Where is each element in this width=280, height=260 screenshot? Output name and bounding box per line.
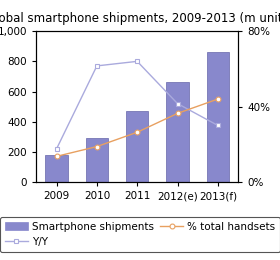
Text: Global smartphone shipments, 2009-2013 (m units): Global smartphone shipments, 2009-2013 (… — [0, 12, 280, 25]
Bar — [166, 82, 189, 182]
Bar — [86, 138, 108, 182]
Legend: Smartphone shipments, Y/Y, % total handsets: Smartphone shipments, Y/Y, % total hands… — [0, 217, 280, 252]
Bar — [126, 111, 148, 182]
Bar — [45, 155, 68, 182]
Bar — [207, 52, 229, 182]
